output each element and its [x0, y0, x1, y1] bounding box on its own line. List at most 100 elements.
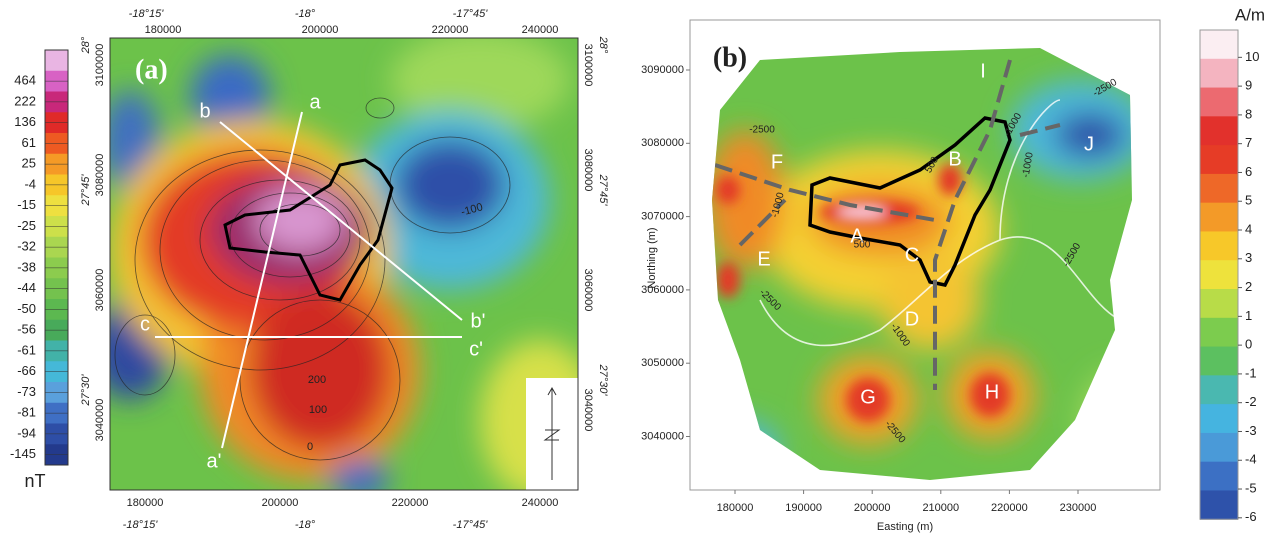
colorbar-label: 25: [22, 156, 36, 171]
easting-label: 200000: [302, 24, 339, 36]
y-tick-label: 3090000: [641, 64, 684, 76]
contour-label: -1000: [1021, 151, 1036, 179]
colorbar-label: -4: [1245, 452, 1257, 467]
y-tick-label: 3060000: [641, 284, 684, 296]
colorbar-label: 8: [1245, 106, 1252, 121]
colorbar-segment: [1200, 260, 1238, 290]
colorbar-label: -44: [17, 280, 36, 295]
profile-label: a': [207, 450, 222, 472]
x-tick-label: 190000: [785, 502, 822, 514]
colorbar-segment: [1200, 202, 1238, 232]
colorbar-label: -61: [17, 342, 36, 357]
northing-label: 3040000: [94, 399, 106, 442]
colorbar-label: 9: [1245, 78, 1252, 93]
y-tick-label: 3050000: [641, 357, 684, 369]
colorbar-label: 4: [1245, 221, 1252, 236]
colorbar-label: 1: [1245, 308, 1252, 323]
colorbar-segment: [1200, 375, 1238, 405]
region-label: D: [905, 308, 919, 330]
colorbar-label: 222: [14, 93, 36, 108]
profile-label: b: [199, 100, 210, 122]
contour-label: -2500: [749, 125, 775, 136]
region-label: E: [757, 248, 770, 270]
profile-label: b': [471, 310, 486, 332]
colorbar-label: -6: [1245, 509, 1257, 524]
colorbar-label: -4: [24, 176, 36, 191]
region-label: B: [948, 148, 961, 170]
profile-label: a: [309, 91, 321, 113]
colorbar-label: 136: [14, 114, 36, 129]
latitude-label: 27°45': [597, 174, 609, 207]
colorbar-label: -2: [1245, 394, 1257, 409]
x-tick-label: 220000: [991, 502, 1028, 514]
x-tick-label: 200000: [854, 502, 891, 514]
colorbar-label: 7: [1245, 135, 1252, 150]
northing-label: 3100000: [582, 44, 594, 87]
colorbar-segment: [1200, 231, 1238, 261]
easting-label: 220000: [392, 497, 429, 509]
colorbar-segment: [1200, 87, 1238, 117]
contour-label: 200: [308, 374, 326, 386]
colorbar-segment: [1200, 404, 1238, 434]
longitude-label: -17°45': [453, 519, 489, 531]
colorbar-frame: [44, 49, 69, 466]
contour-label: 500: [854, 240, 871, 251]
colorbar-label: -56: [17, 322, 36, 337]
northing-label: 3100000: [94, 44, 106, 87]
colorbar-label: -73: [17, 384, 36, 399]
contour-label: 100: [309, 404, 327, 416]
colorbar-label: -3: [1245, 423, 1257, 438]
longitude-label: -17°45': [453, 8, 489, 20]
y-tick-label: 3070000: [641, 211, 684, 223]
colorbar-segment: [1200, 432, 1238, 463]
colorbar-label: 6: [1245, 164, 1252, 179]
latitude-label: 28°: [597, 36, 609, 54]
northing-label: 3060000: [582, 269, 594, 312]
contour-label: 0: [307, 441, 313, 453]
colorbar-label: -32: [17, 239, 36, 254]
easting-label: 180000: [127, 497, 164, 509]
colorbar-segment: [1200, 58, 1238, 89]
colorbar-segment: [1200, 173, 1238, 204]
colorbar-segment: [1200, 461, 1238, 491]
easting-label: 180000: [145, 24, 182, 36]
region-label: A: [850, 225, 864, 247]
map-a: [110, 38, 578, 490]
easting-label: 240000: [522, 497, 559, 509]
latitude-label: 27°30': [80, 374, 92, 407]
contour-label: -100: [460, 201, 484, 218]
region-label: J: [1084, 133, 1094, 155]
colorbar-label: -81: [17, 405, 36, 420]
region-label: H: [985, 381, 999, 403]
frame-a: [109, 37, 579, 491]
colorbar-label: 0: [1245, 337, 1252, 352]
colorbar-label: 10: [1245, 49, 1259, 64]
colorbar-label: -15: [17, 197, 36, 212]
x-tick-label: 210000: [922, 502, 959, 514]
longitude-label: -18°: [295, 519, 316, 531]
colorbar-frame: [1199, 29, 1239, 520]
longitude-label: -18°15': [123, 519, 159, 531]
northing-label: 3080000: [94, 154, 106, 197]
colorbar-label: -38: [17, 259, 36, 274]
y-tick-label: 3040000: [641, 430, 684, 442]
latitude-label: 27°30': [597, 364, 609, 397]
region-label: I: [980, 60, 986, 82]
northing-label: 3060000: [94, 269, 106, 312]
colorbar-segment: [1200, 145, 1238, 175]
colorbar-label: 61: [22, 135, 36, 150]
colorbar-label: -94: [17, 425, 36, 440]
colorbar-label: -1: [1245, 365, 1257, 380]
longitude-label: -18°15': [129, 8, 165, 20]
panel-label: (b): [713, 42, 747, 73]
colorbar-segment: [1200, 346, 1238, 376]
colorbar-label: -66: [17, 363, 36, 378]
latitude-label: 28°: [80, 36, 92, 54]
longitude-label: -18°: [295, 8, 316, 20]
easting-label: 220000: [432, 24, 469, 36]
colorbar-unit: nT: [24, 471, 45, 491]
colorbar-label: -50: [17, 301, 36, 316]
x-tick-label: 230000: [1060, 502, 1097, 514]
profile-label: c: [140, 313, 150, 335]
